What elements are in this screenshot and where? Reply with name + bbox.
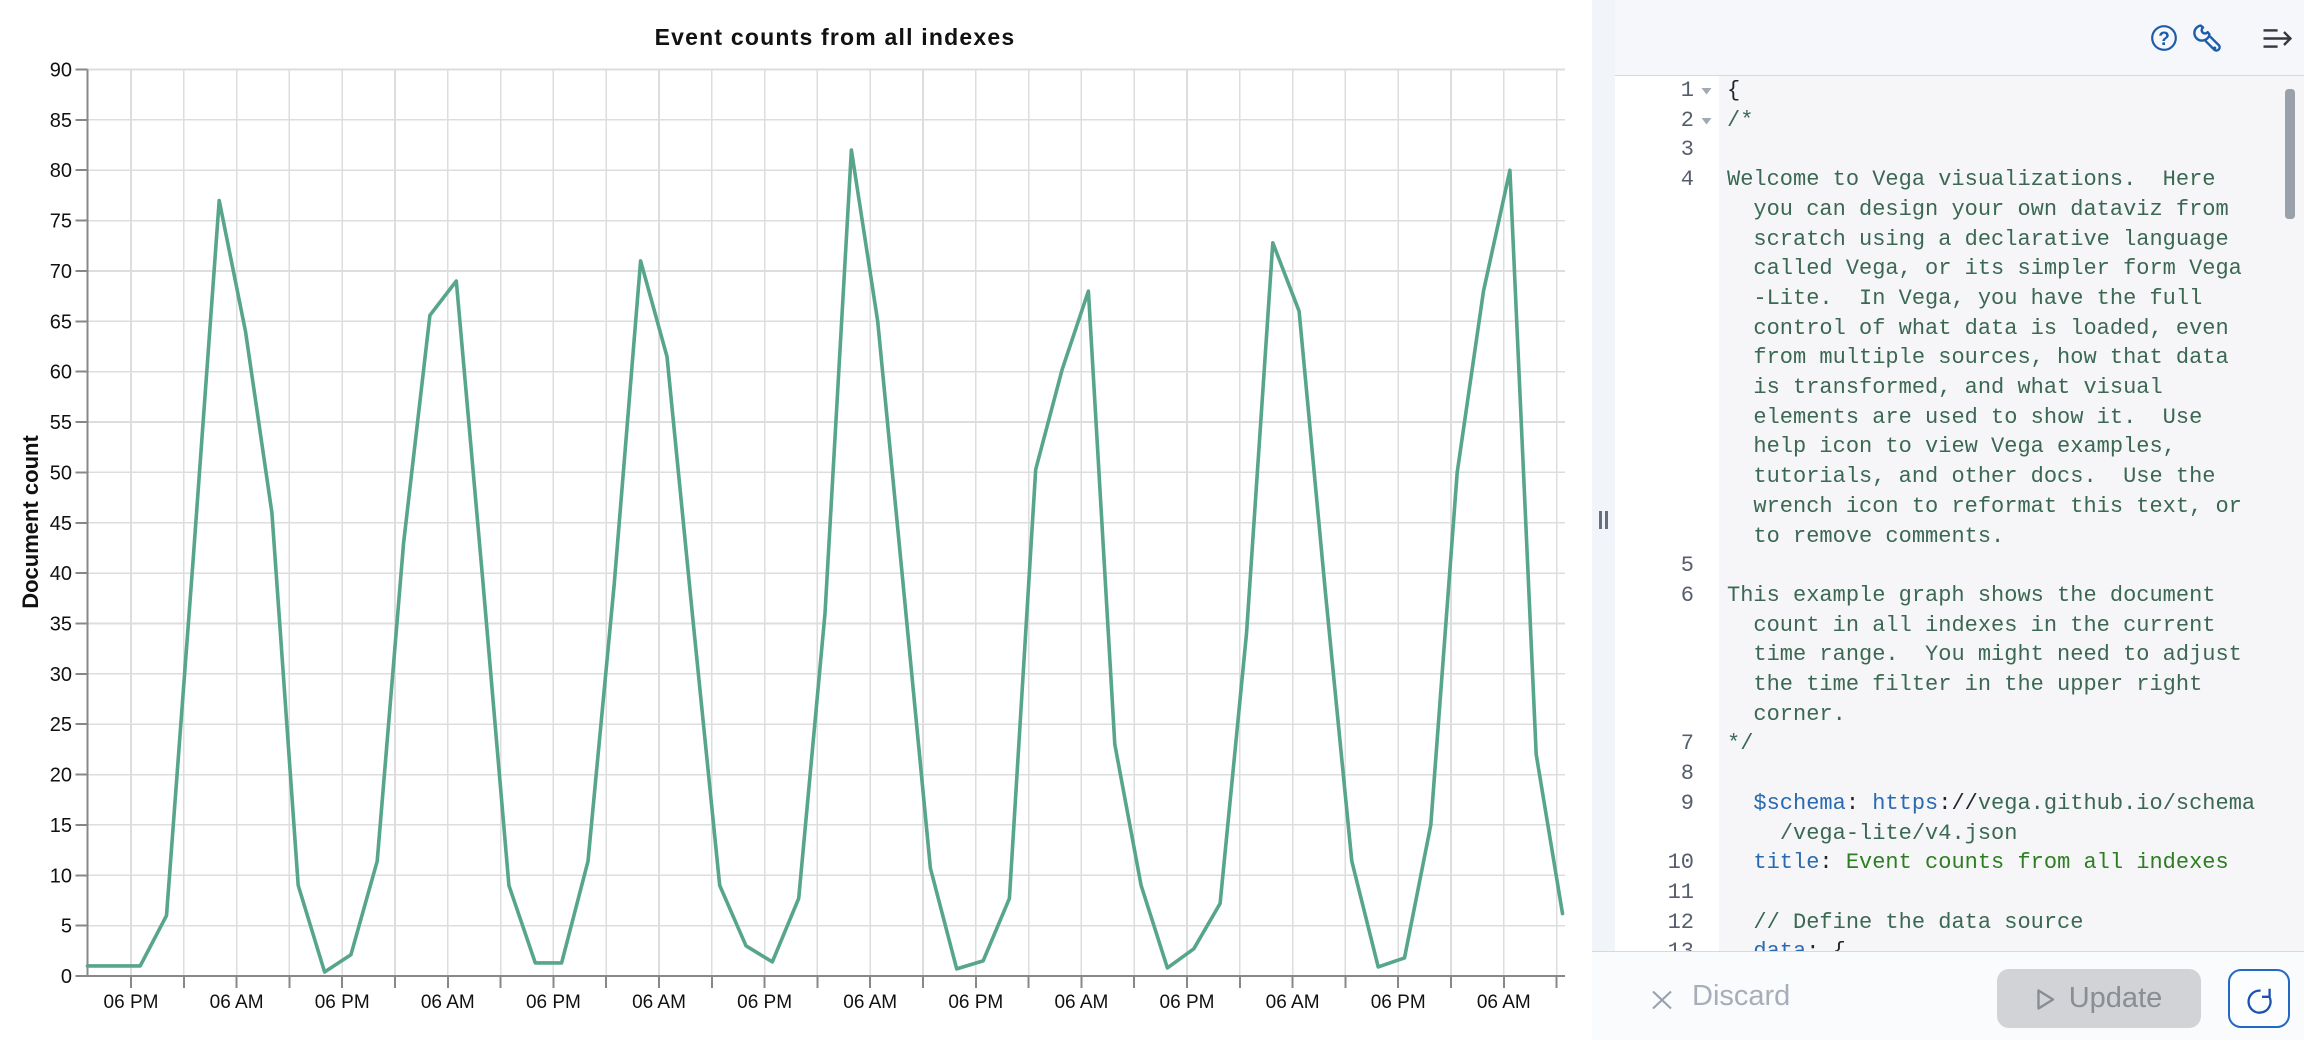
svg-text:06 AM: 06 AM: [421, 992, 475, 1013]
svg-text:06 AM: 06 AM: [210, 992, 264, 1013]
svg-text:06 AM: 06 AM: [1266, 992, 1320, 1013]
svg-text:50: 50: [50, 462, 72, 484]
svg-text:06 PM: 06 PM: [948, 992, 1003, 1013]
svg-text:06 PM: 06 PM: [315, 992, 370, 1013]
svg-text:40: 40: [50, 563, 72, 585]
svg-text:Event counts from all indexes: Event counts from all indexes: [655, 24, 1016, 50]
svg-text:06 PM: 06 PM: [1371, 992, 1426, 1013]
svg-text:06 AM: 06 AM: [632, 992, 686, 1013]
svg-text:75: 75: [50, 211, 72, 233]
svg-text:5: 5: [61, 916, 72, 938]
svg-text:20: 20: [50, 765, 72, 787]
svg-text:70: 70: [50, 261, 72, 283]
svg-text:06 PM: 06 PM: [737, 992, 792, 1013]
svg-text:06 AM: 06 AM: [843, 992, 897, 1013]
svg-text:30: 30: [50, 664, 72, 686]
svg-text:0: 0: [61, 966, 72, 988]
svg-text:60: 60: [50, 362, 72, 384]
svg-text:06 PM: 06 PM: [104, 992, 159, 1013]
svg-text:15: 15: [50, 815, 72, 837]
svg-text:55: 55: [50, 412, 72, 434]
svg-text:25: 25: [50, 714, 72, 736]
svg-text:80: 80: [50, 160, 72, 182]
svg-text:06 PM: 06 PM: [1160, 992, 1215, 1013]
svg-text:90: 90: [50, 60, 72, 82]
svg-text:06 PM: 06 PM: [526, 992, 581, 1013]
svg-text:85: 85: [50, 110, 72, 132]
svg-text:45: 45: [50, 513, 72, 535]
svg-text:10: 10: [50, 865, 72, 887]
svg-text:?: ?: [2158, 29, 2170, 50]
svg-text:06 AM: 06 AM: [1477, 992, 1531, 1013]
svg-text:06 AM: 06 AM: [1054, 992, 1108, 1013]
svg-text:65: 65: [50, 311, 72, 333]
svg-text:35: 35: [50, 613, 72, 635]
svg-text:Document count: Document count: [18, 435, 43, 609]
